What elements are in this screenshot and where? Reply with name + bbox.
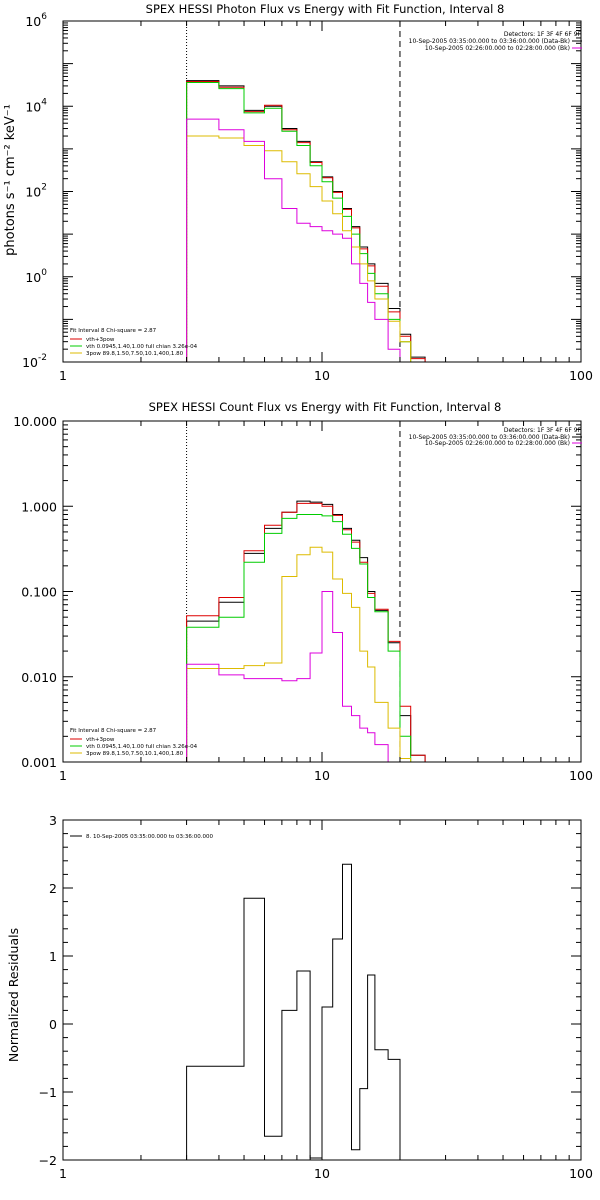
y-tick-label: 3 bbox=[49, 813, 57, 828]
y-tick-label: 0.100 bbox=[21, 585, 57, 600]
y-tick-label: 2 bbox=[49, 881, 57, 896]
photon-flux-panel: SPEX HESSI Photon Flux vs Energy with Fi… bbox=[3, 2, 593, 383]
fit-legend-vth-2: vth 0.0945,1.40,1.00 full chian 3.26e-04 bbox=[86, 744, 198, 750]
fit-legend-vth: vth 0.0945,1.40,1.00 full chian 3.26e-04 bbox=[86, 344, 198, 350]
count-flux-plot: 1 10 100 0.001 0.010 0.100 1.000 10.000 bbox=[13, 414, 593, 783]
residuals-plot: 1 10 100 −2 −1 0 1 2 3 bbox=[39, 813, 593, 1181]
y-tick-label: −2 bbox=[39, 1153, 57, 1168]
fit-legend-3pow-2: 3pow 89.8,1.50,7.50,10.1,400,1.80 bbox=[86, 751, 184, 757]
photon-flux-ylabel: photons s⁻¹ cm⁻² keV⁻¹ bbox=[3, 104, 18, 256]
y-tick-label: 0.001 bbox=[21, 755, 57, 770]
y-tick-label: 100 bbox=[25, 268, 47, 285]
series-line-0 bbox=[186, 80, 426, 362]
series-line-4 bbox=[186, 591, 389, 762]
legend-data-bk-2: 10-Sep-2005 03:35:00.000 to 03:36:00.000… bbox=[409, 434, 570, 441]
y-tick-label: 1 bbox=[49, 949, 57, 964]
residuals-legend: 8. 10-Sep-2005 03:35:00.000 to 03:36:00.… bbox=[70, 834, 213, 840]
detectors-label-2: Detectors: 1F 3F 4F 6F 9F bbox=[504, 427, 582, 434]
series-line-0 bbox=[186, 500, 426, 762]
series-line-3 bbox=[186, 135, 426, 362]
y-tick-label: 102 bbox=[25, 183, 47, 200]
x-tick-label: 100 bbox=[569, 368, 593, 383]
photon-flux-legend: Detectors: 1F 3F 4F 6F 9F 10-Sep-2005 03… bbox=[70, 31, 582, 357]
legend-bk: 10-Sep-2005 02:26:00.000 to 02:28:00.000… bbox=[425, 45, 570, 52]
legend-bk-2: 10-Sep-2005 02:26:00.000 to 02:28:00.000… bbox=[425, 440, 570, 447]
y-tick-label: 0.010 bbox=[21, 670, 57, 685]
x-tick-label: 1 bbox=[59, 1166, 67, 1181]
x-tick-label: 100 bbox=[569, 768, 593, 783]
fit-legend-header-2: Fit Interval 8 Chi-square = 2.87 bbox=[70, 728, 157, 734]
count-flux-title: SPEX HESSI Count Flux vs Energy with Fit… bbox=[149, 400, 502, 414]
series-line-3 bbox=[186, 546, 412, 762]
y-tick-label: 104 bbox=[25, 97, 47, 114]
legend-data-bk: 10-Sep-2005 03:35:00.000 to 03:36:00.000… bbox=[409, 38, 570, 45]
x-tick-label: 10 bbox=[314, 1166, 330, 1181]
photon-flux-title: SPEX HESSI Photon Flux vs Energy with Fi… bbox=[146, 2, 505, 16]
x-tick-label: 100 bbox=[569, 1166, 593, 1181]
y-tick-label: 0 bbox=[49, 1017, 57, 1032]
y-tick-label: 106 bbox=[25, 12, 47, 29]
series-line-2 bbox=[186, 82, 426, 362]
count-flux-legend: Detectors: 1F 3F 4F 6F 9F 10-Sep-2005 03… bbox=[70, 427, 582, 757]
residuals-ylabel: Normalized Residuals bbox=[6, 928, 21, 1062]
series-line-0 bbox=[186, 863, 401, 1160]
fit-legend-3pow: 3pow 89.8,1.50,7.50,10.1,400,1.80 bbox=[86, 351, 184, 357]
fit-legend-vth3pow: vth+3pow bbox=[86, 337, 115, 343]
y-tick-label: 10-2 bbox=[22, 353, 47, 370]
x-tick-label: 10 bbox=[314, 768, 330, 783]
y-tick-label: 1.000 bbox=[21, 499, 57, 514]
y-tick-label: 10.000 bbox=[13, 414, 57, 429]
series-line-2 bbox=[186, 514, 412, 762]
x-tick-label: 1 bbox=[59, 368, 67, 383]
x-tick-label: 1 bbox=[59, 768, 67, 783]
detectors-label: Detectors: 1F 3F 4F 6F 9F bbox=[504, 31, 582, 38]
residuals-panel: Normalized Residuals 1 10 100 −2 −1 0 1 2 3 8. 1… bbox=[6, 813, 593, 1181]
fit-legend-vth3pow-2: vth+3pow bbox=[86, 737, 115, 743]
y-tick-label: −1 bbox=[39, 1085, 57, 1100]
count-flux-panel: SPEX HESSI Count Flux vs Energy with Fit… bbox=[13, 400, 593, 783]
series-line-1 bbox=[186, 502, 426, 762]
x-tick-label: 10 bbox=[314, 368, 330, 383]
residuals-legend-text: 8. 10-Sep-2005 03:35:00.000 to 03:36:00.… bbox=[86, 834, 213, 840]
photon-flux-plot: 1 10 100 10-2 100 102 104 106 bbox=[22, 12, 593, 383]
series-line-4 bbox=[186, 118, 401, 362]
series-line-1 bbox=[186, 81, 426, 362]
fit-legend-header: Fit Interval 8 Chi-square = 2.87 bbox=[70, 328, 157, 334]
